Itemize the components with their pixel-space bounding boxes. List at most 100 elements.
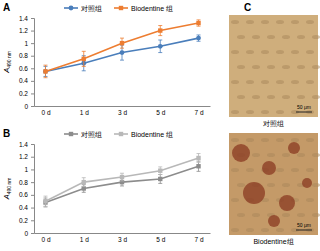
y-tick [31,43,34,44]
y-tick [31,144,34,145]
cell-texture [252,95,260,99]
x-tick-label: 1 d [80,236,89,243]
y-tick-group: 1.4 [19,15,34,22]
data-point [43,69,48,74]
error-cap [120,38,124,39]
cell-texture [306,50,314,54]
plot-marks [43,154,200,207]
error-cap [197,162,201,163]
cell-texture [312,95,320,99]
y-tick-label: 0.6 [19,65,28,72]
cell-texture [291,50,299,54]
x-tick-label: 3 d [118,236,127,243]
cell-texture [282,183,290,187]
cell-texture [261,50,269,54]
data-point [196,156,200,160]
cell-texture [267,35,275,39]
error-bar [120,38,124,48]
cell-texture [306,168,314,172]
data-point [158,28,162,32]
legend-marker [69,132,73,136]
x-tick-group: 0 d [41,233,50,243]
data-point [158,44,163,49]
data-point [196,164,200,168]
error-cap [197,34,201,35]
data-point [120,180,124,184]
error-cap [82,66,86,67]
cell-texture [231,168,239,172]
y-tick [31,81,34,82]
cell-texture [267,153,275,157]
cell-texture [306,138,314,142]
error-bar [158,26,162,36]
x-tick-label: 0 d [41,109,50,116]
cell-texture [276,228,284,232]
chart-panel: A00.20.40.60.811.21.40 d1 d3 d5 d7 dA490… [2,2,211,116]
panel-label: C [244,2,251,13]
cell-texture [252,65,260,69]
legend-item: 对照组 [64,5,102,13]
y-tick [31,182,34,183]
cell-texture [282,95,290,99]
error-cap [197,41,201,42]
y-tick-label: 0.2 [19,217,28,224]
y-tick [31,195,34,196]
error-cap [82,186,86,187]
cell-texture [276,168,284,172]
y-tick-label: 0 [24,103,28,110]
x-tick-label: 7 d [194,109,203,116]
error-cap [197,171,201,172]
legend: 对照组 Biodentine 组 [64,5,173,13]
y-tick [31,18,34,19]
y-tick-group: 1.2 [19,153,34,160]
y-tick [31,157,34,158]
error-cap [82,177,86,178]
error-cap [82,192,86,193]
y-tick-group: 0.4 [19,204,34,211]
y-tick-label: 0.6 [19,191,28,198]
micrograph: 50 μm [229,133,320,235]
error-bar [158,175,162,184]
cell-texture [282,153,290,157]
error-cap [43,196,47,197]
cell-texture [282,35,290,39]
cell-texture [246,80,254,84]
data-point [196,21,200,25]
x-tick-group: 5 d [156,233,165,243]
scale-bar-label: 50 μm [297,104,311,110]
y-tick [31,56,34,57]
legend-label: 对照组 [81,131,102,139]
cell-texture [237,65,245,69]
y-tick [31,208,34,209]
legend-label: Biodentine 组 [131,5,173,12]
cell-texture [261,228,269,232]
cell-texture [282,213,290,217]
cell-texture [312,35,320,39]
y-tick [31,106,34,107]
cell-texture [246,20,254,24]
y-tick [31,220,34,221]
y-tick-label: 0.2 [19,90,28,97]
legend-item: Biodentine 组 [114,131,173,138]
cell-texture [276,110,284,114]
y-axis: 00.20.40.60.811.21.4 [19,15,35,110]
series-line [45,166,198,202]
stain-nodule [243,182,265,204]
error-bar [43,65,47,78]
data-point [43,199,47,203]
stain-nodule [268,215,280,227]
x-tick-group: 1 d [80,233,89,243]
y-title-sub: 490 nm [6,51,12,68]
plot-marks [43,20,201,78]
x-tick-group: 7 d [194,106,203,116]
cell-texture [261,110,269,114]
y-tick-group: 1.4 [19,141,34,148]
cell-texture [312,153,320,157]
y-tick [31,233,34,234]
x-tick-group: 3 d [118,233,127,243]
error-cap [120,173,124,174]
cell-texture [231,20,239,24]
image-caption: 对照组 [263,120,284,128]
x-tick-label: 1 d [80,109,89,116]
y-tick-group: 0.8 [19,52,34,59]
